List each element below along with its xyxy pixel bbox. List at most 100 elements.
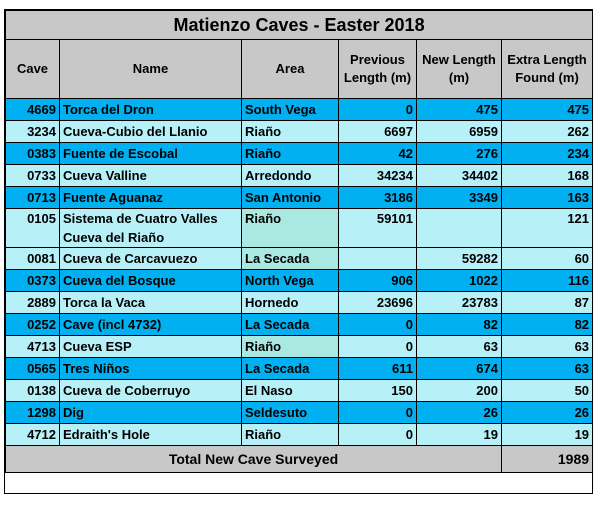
cave-table: Matienzo Caves - Easter 2018 Cave Name A… (4, 10, 594, 473)
cave-name-cell: Fuente Aguanaz (59, 186, 242, 209)
cave-survey-sheet: Matienzo Caves - Easter 2018 Cave Name A… (4, 9, 594, 494)
previous-length-cell: 611 (338, 357, 417, 380)
extra-length-cell: 63 (500, 335, 594, 358)
extra-length-cell: 50 (500, 379, 594, 402)
cave-number-cell: 0105 (5, 208, 60, 248)
table-row: 0081 Cueva de Carcavuezo La Secada 59282 60 (5, 247, 594, 270)
new-length-cell: 34402 (416, 164, 502, 187)
area-cell: North Vega (241, 269, 339, 292)
cave-name-cell: Fuente de Escobal (59, 142, 242, 165)
table-row: 4669 Torca del Dron South Vega 0 475 475 (5, 98, 594, 121)
cave-number-cell: 4712 (5, 423, 60, 446)
cave-name-cell: Cueva de Coberruyo (59, 379, 242, 402)
new-length-cell: 3349 (416, 186, 502, 209)
cave-name-cell: Torca la Vaca (59, 291, 242, 314)
previous-length-cell: 23696 (338, 291, 417, 314)
new-length-cell: 82 (416, 313, 502, 336)
previous-length-cell: 150 (338, 379, 417, 402)
new-length-cell: 1022 (416, 269, 502, 292)
cave-number-cell: 1298 (5, 401, 60, 424)
cave-number-cell: 4713 (5, 335, 60, 358)
cave-name-cell: Dig (59, 401, 242, 424)
table-title: Matienzo Caves - Easter 2018 (4, 10, 594, 40)
extra-length-cell: 168 (500, 164, 594, 187)
cave-number-cell: 0383 (5, 142, 60, 165)
area-cell: South Vega (241, 98, 339, 121)
extra-length-cell: 82 (500, 313, 594, 336)
new-length-cell: 276 (416, 142, 502, 165)
new-length-cell: 475 (416, 98, 502, 121)
new-length-cell: 63 (416, 335, 502, 358)
area-cell: Seldesuto (241, 401, 339, 424)
area-cell: Riaño (241, 335, 339, 358)
new-length-cell: 59282 (416, 247, 502, 270)
cave-name-cell: Cave (incl 4732) (59, 313, 242, 336)
area-cell: Riaño (241, 208, 339, 248)
area-cell: Riaño (241, 142, 339, 165)
new-length-cell: 23783 (416, 291, 502, 314)
table-row: 3234 Cueva-Cubio del Llanio Riaño 6697 6959 2… (5, 120, 594, 143)
header-cave: Cave (5, 39, 60, 99)
extra-length-cell: 26 (500, 401, 594, 424)
area-cell: Riaño (241, 120, 339, 143)
header-area: Area (241, 39, 339, 99)
area-cell: Riaño (241, 423, 339, 446)
extra-length-cell: 87 (500, 291, 594, 314)
previous-length-cell: 0 (338, 401, 417, 424)
cave-number-cell: 0713 (5, 186, 60, 209)
header-previous-length: Previous Length (m) (338, 39, 417, 99)
previous-length-cell (338, 247, 417, 270)
extra-length-cell: 262 (500, 120, 594, 143)
table-row: 0252 Cave (incl 4732) La Secada 0 82 82 (5, 313, 594, 336)
extra-length-cell: 121 (500, 208, 594, 248)
header-extra-length: Extra Length Found (m) (500, 39, 594, 99)
cave-name-cell: Cueva ESP (59, 335, 242, 358)
extra-length-cell: 116 (500, 269, 594, 292)
table-row: 0105 Sistema de Cuatro Valles Cueva del R… (5, 208, 594, 248)
area-cell: Arredondo (241, 164, 339, 187)
new-length-cell (416, 208, 502, 248)
cave-name-cell: Cueva de Carcavuezo (59, 247, 242, 270)
total-value: 1989 (500, 445, 594, 473)
previous-length-cell: 34234 (338, 164, 417, 187)
cave-number-cell: 4669 (5, 98, 60, 121)
previous-length-cell: 906 (338, 269, 417, 292)
cave-number-cell: 0252 (5, 313, 60, 336)
area-cell: La Secada (241, 357, 339, 380)
table-body: 4669 Torca del Dron South Vega 0 475 475 3234 C… (5, 98, 594, 446)
cave-number-cell: 0373 (5, 269, 60, 292)
previous-length-cell: 0 (338, 335, 417, 358)
cave-number-cell: 0081 (5, 247, 60, 270)
header-new-length: New Length (m) (416, 39, 502, 99)
area-cell: Hornedo (241, 291, 339, 314)
table-row: 0713 Fuente Aguanaz San Antonio 3186 3349 163 (5, 186, 594, 209)
table-row: 0373 Cueva del Bosque North Vega 906 1022 116 (5, 269, 594, 292)
cave-name-cell: Cueva Valline (59, 164, 242, 187)
extra-length-cell: 234 (500, 142, 594, 165)
cave-name-cell: Sistema de Cuatro Valles Cueva del Riaño (59, 208, 242, 248)
cave-number-cell: 2889 (5, 291, 60, 314)
extra-length-cell: 19 (500, 423, 594, 446)
cave-name-cell: Tres Niños (59, 357, 242, 380)
cave-name-cell: Cueva del Bosque (59, 269, 242, 292)
area-cell: La Secada (241, 313, 339, 336)
previous-length-cell: 0 (338, 313, 417, 336)
previous-length-cell: 6697 (338, 120, 417, 143)
cave-number-cell: 0733 (5, 164, 60, 187)
table-row: 2889 Torca la Vaca Hornedo 23696 23783 87 (5, 291, 594, 314)
extra-length-cell: 60 (500, 247, 594, 270)
cave-number-cell: 0138 (5, 379, 60, 402)
extra-length-cell: 475 (500, 98, 594, 121)
previous-length-cell: 0 (338, 98, 417, 121)
cave-name-cell: Cueva-Cubio del Llanio (59, 120, 242, 143)
area-cell: La Secada (241, 247, 339, 270)
new-length-cell: 674 (416, 357, 502, 380)
table-row: 0383 Fuente de Escobal Riaño 42 276 234 (5, 142, 594, 165)
area-cell: El Naso (241, 379, 339, 402)
previous-length-cell: 3186 (338, 186, 417, 209)
cave-number-cell: 3234 (5, 120, 60, 143)
cave-name-cell: Torca del Dron (59, 98, 242, 121)
extra-length-cell: 163 (500, 186, 594, 209)
new-length-cell: 19 (416, 423, 502, 446)
table-row: 0565 Tres Niños La Secada 611 674 63 (5, 357, 594, 380)
